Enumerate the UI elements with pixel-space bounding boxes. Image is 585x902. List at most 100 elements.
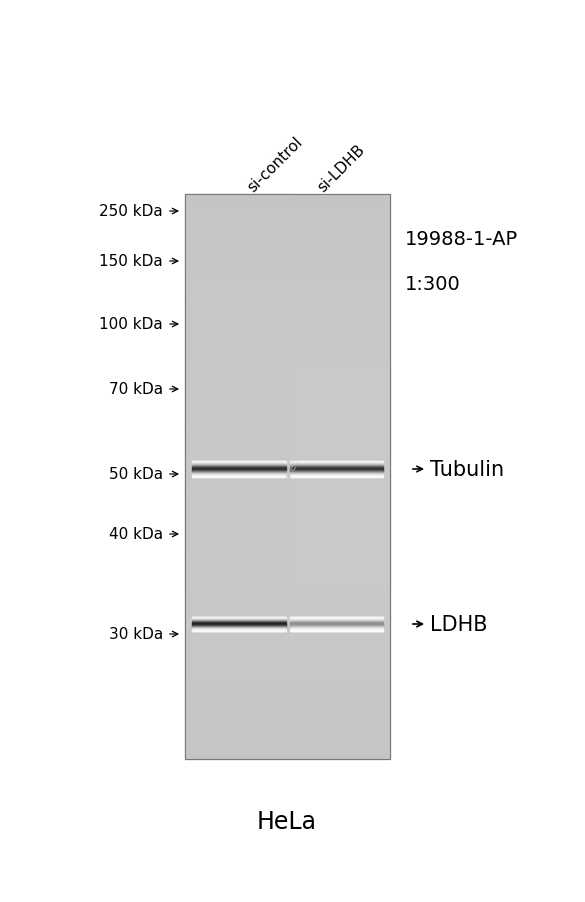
Bar xyxy=(185,748,287,751)
Bar xyxy=(185,488,390,492)
Bar xyxy=(185,410,287,413)
Bar xyxy=(185,281,390,285)
Bar xyxy=(185,323,287,327)
Bar xyxy=(185,337,390,342)
Bar xyxy=(185,594,287,597)
Bar xyxy=(185,372,287,375)
Text: HeLa: HeLa xyxy=(257,809,317,833)
Bar xyxy=(185,714,287,718)
Bar xyxy=(185,451,390,455)
Bar xyxy=(185,684,390,687)
Bar xyxy=(185,462,390,465)
Bar xyxy=(185,424,390,428)
Bar xyxy=(185,650,390,654)
Bar xyxy=(185,398,390,401)
Bar xyxy=(185,413,390,417)
Bar xyxy=(185,526,390,529)
Bar xyxy=(185,515,390,519)
Bar xyxy=(185,601,390,605)
Bar xyxy=(185,353,390,356)
Bar xyxy=(185,722,287,725)
Bar xyxy=(185,594,390,597)
Text: 1:300: 1:300 xyxy=(405,275,461,294)
Bar xyxy=(185,413,287,417)
Bar xyxy=(185,529,390,533)
Bar xyxy=(185,278,390,281)
Bar xyxy=(185,642,287,647)
Bar xyxy=(185,751,390,755)
Bar xyxy=(185,315,287,319)
Bar xyxy=(185,631,287,635)
Bar xyxy=(185,300,390,304)
Bar xyxy=(185,469,390,474)
Bar xyxy=(185,342,287,345)
Bar xyxy=(185,578,390,583)
Bar xyxy=(185,398,287,401)
Bar xyxy=(185,477,390,481)
Bar xyxy=(185,439,287,443)
Bar xyxy=(185,741,390,744)
Bar xyxy=(185,420,390,424)
Bar xyxy=(185,337,287,342)
Bar xyxy=(185,556,287,560)
Bar xyxy=(185,270,390,274)
Bar xyxy=(185,255,287,259)
Text: 150 kDa: 150 kDa xyxy=(99,254,163,269)
Bar xyxy=(185,372,390,375)
Bar xyxy=(185,526,287,529)
Bar xyxy=(185,692,390,695)
Bar xyxy=(185,474,390,477)
Bar xyxy=(185,417,390,420)
Bar xyxy=(185,575,390,578)
Bar xyxy=(185,202,287,206)
Bar xyxy=(185,443,287,446)
Bar xyxy=(185,391,390,394)
Bar xyxy=(185,375,390,379)
Bar xyxy=(185,665,287,669)
Bar xyxy=(185,315,390,319)
Bar xyxy=(185,266,287,270)
Bar xyxy=(185,368,390,372)
Bar xyxy=(185,240,390,244)
Bar xyxy=(185,507,287,511)
Bar xyxy=(185,424,287,428)
Bar xyxy=(185,356,390,360)
Bar xyxy=(185,206,390,210)
Bar xyxy=(185,590,390,594)
Bar xyxy=(185,206,287,210)
Bar xyxy=(185,692,287,695)
Bar xyxy=(185,609,390,612)
Bar xyxy=(185,687,390,692)
Bar xyxy=(185,597,287,601)
Bar xyxy=(185,511,390,515)
Bar xyxy=(185,620,390,623)
Bar xyxy=(185,236,390,240)
Bar xyxy=(185,722,390,725)
Bar xyxy=(185,311,390,315)
Text: www.Proteintech.com: www.Proteintech.com xyxy=(259,426,315,533)
Text: 70 kDa: 70 kDa xyxy=(109,382,163,397)
Bar xyxy=(185,481,287,484)
Text: 50 kDa: 50 kDa xyxy=(109,467,163,482)
Bar xyxy=(185,455,287,458)
Bar xyxy=(185,292,287,297)
Bar xyxy=(185,446,390,451)
Bar xyxy=(185,297,390,300)
Bar xyxy=(185,458,287,462)
Bar xyxy=(185,741,287,744)
Bar xyxy=(185,658,287,661)
Bar xyxy=(185,519,390,522)
Bar xyxy=(185,522,287,526)
Text: si-control: si-control xyxy=(245,134,305,195)
Bar xyxy=(185,676,287,680)
Bar xyxy=(185,221,287,225)
Bar xyxy=(185,240,287,244)
Bar xyxy=(185,364,287,368)
Bar xyxy=(185,379,287,383)
Bar xyxy=(185,583,287,586)
Text: si-LDHB: si-LDHB xyxy=(314,142,367,195)
Bar xyxy=(185,484,287,488)
Bar xyxy=(185,567,287,571)
Bar xyxy=(185,586,287,590)
Bar xyxy=(185,496,287,500)
